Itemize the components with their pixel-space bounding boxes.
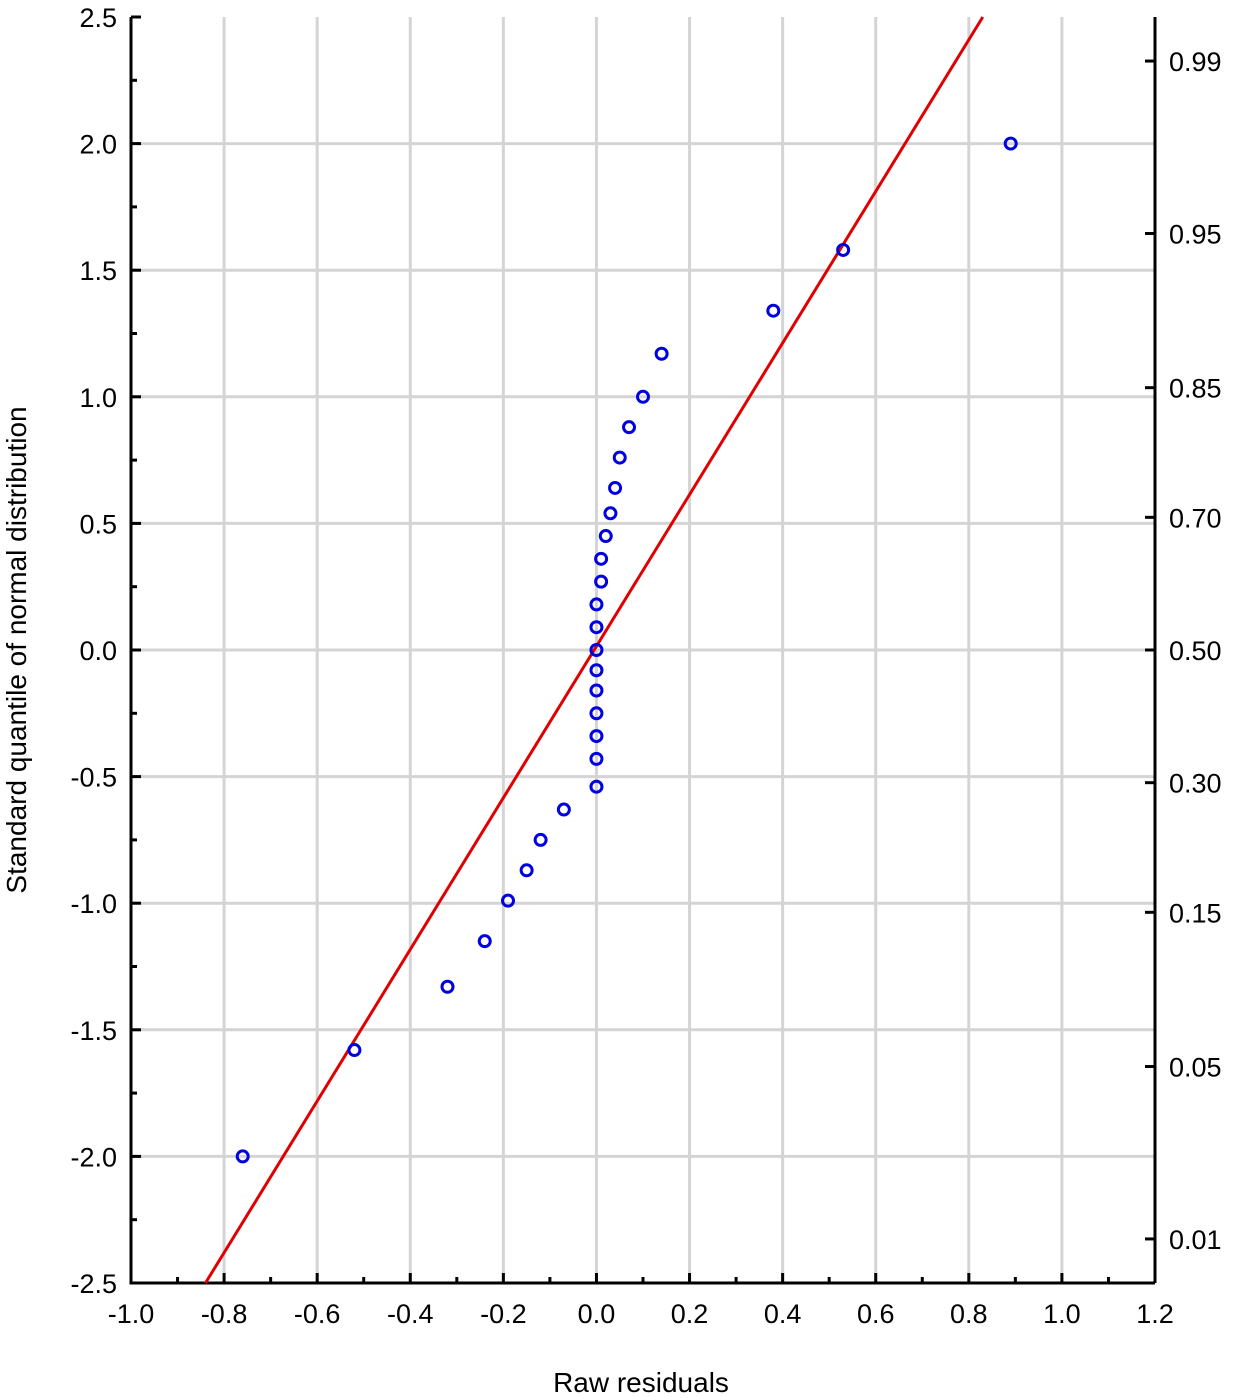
y-tick-label: 2.5: [79, 3, 117, 33]
data-point: [347, 1043, 362, 1058]
y-tick-label: 0.0: [79, 636, 117, 666]
right-tick-label: 0.01: [1169, 1225, 1222, 1255]
data-point: [836, 242, 851, 257]
data-point: [589, 620, 604, 635]
data-point: [603, 506, 618, 521]
x-tick-label: 0.4: [764, 1299, 802, 1329]
right-tick-label: 0.50: [1169, 636, 1222, 666]
right-tick-label: 0.05: [1169, 1053, 1222, 1083]
data-point: [589, 706, 604, 721]
y-tick-label: 1.0: [79, 383, 117, 413]
data-point: [598, 529, 613, 544]
data-point: [622, 420, 637, 435]
y-tick-label: -2.5: [70, 1269, 117, 1299]
data-point: [589, 779, 604, 794]
data-point: [608, 480, 623, 495]
data-point: [654, 346, 669, 361]
data-point: [589, 597, 604, 612]
data-point: [636, 389, 650, 404]
y-tick-label: -1.0: [70, 889, 117, 919]
data-point: [533, 832, 548, 847]
data-point: [440, 979, 455, 994]
right-tick-label: 0.95: [1169, 219, 1222, 249]
x-tick-label: -0.4: [387, 1299, 434, 1329]
data-point: [1003, 136, 1018, 151]
data-point: [589, 683, 604, 698]
x-tick-label: -0.6: [294, 1299, 341, 1329]
data-point: [589, 663, 604, 678]
data-point: [235, 1149, 250, 1164]
x-tick-label: 0.0: [578, 1299, 616, 1329]
fit-line: [204, 16, 985, 1284]
x-tick-label: -0.2: [480, 1299, 527, 1329]
data-point: [594, 551, 609, 566]
data-point: [589, 751, 604, 766]
axes-frame: [129, 17, 1155, 1285]
right-tick-label: 0.30: [1169, 769, 1222, 799]
data-point: [477, 934, 492, 949]
data-point: [589, 643, 604, 657]
y-tick-label: 0.5: [79, 509, 117, 539]
data-point: [519, 863, 534, 878]
data-point: [594, 574, 609, 589]
data-point: [589, 729, 604, 744]
y-tick-label: -2.0: [70, 1142, 117, 1172]
data-point: [501, 893, 516, 908]
x-tick-label: 0.8: [950, 1299, 988, 1329]
data-point: [556, 802, 571, 817]
y-tick-label: -0.5: [70, 763, 117, 793]
x-tick-label: -1.0: [108, 1299, 155, 1329]
right-tick-label: 0.70: [1169, 503, 1222, 533]
right-tick-label: 0.99: [1169, 47, 1222, 77]
right-tick-label: 0.85: [1169, 374, 1222, 404]
right-tick-label: 0.15: [1169, 898, 1222, 928]
data-point: [766, 303, 781, 318]
x-tick-label: 1.0: [1043, 1299, 1081, 1329]
data-point: [612, 450, 627, 465]
x-tick-label: 0.6: [857, 1299, 895, 1329]
x-tick-label: 1.2: [1136, 1299, 1174, 1329]
x-tick-label: -0.8: [201, 1299, 248, 1329]
y-tick-label: 1.5: [79, 256, 117, 286]
x-tick-label: 0.2: [671, 1299, 709, 1329]
x-axis-label: Raw residuals: [553, 1367, 729, 1398]
y-tick-label: -1.5: [70, 1016, 117, 1046]
y-axis-label: Standard quantile of normal distribution: [1, 406, 32, 893]
y-tick-label: 2.0: [79, 130, 117, 160]
